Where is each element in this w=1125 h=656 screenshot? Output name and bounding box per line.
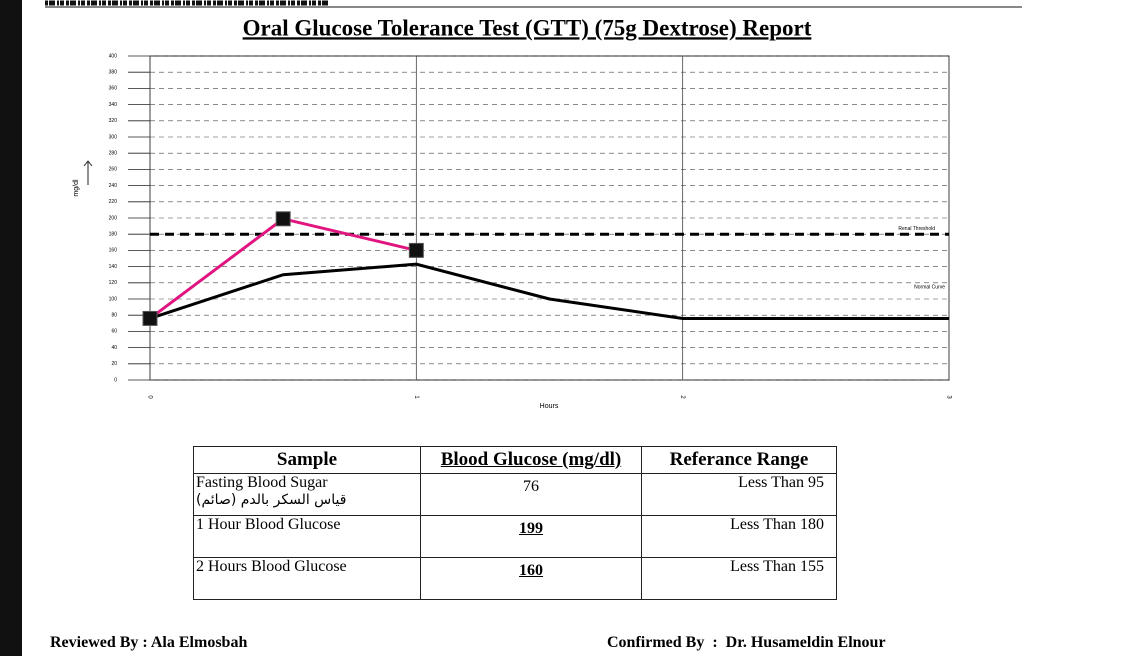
x-tick-label: 0: [146, 395, 152, 399]
reviewed-by: Reviewed By : Ala Elmosbah: [50, 634, 248, 651]
report-title: Oral Glucose Tolerance Test (GTT) (75g D…: [243, 15, 812, 40]
value-cell: 76: [420, 473, 642, 516]
confirmed-by: Confirmed By : Dr. Husameldin Elnour: [607, 634, 886, 651]
range-cell: Less Than 95: [641, 473, 837, 516]
y-tick-label: 340: [109, 102, 118, 108]
y-tick-label: 20: [111, 361, 117, 367]
y-tick-label: 220: [109, 199, 118, 205]
y-tick-label: 100: [109, 296, 118, 302]
data-marker: [275, 211, 291, 227]
results-table: Sample Blood Glucose (mg/dl) Referance R…: [193, 446, 837, 600]
y-tick-label: 60: [111, 329, 117, 335]
sample-cell: 1 Hour Blood Glucose: [193, 515, 421, 558]
y-tick-label: 360: [109, 86, 118, 92]
header-text: Referance Range: [669, 449, 809, 470]
glucose-value: 76: [523, 478, 539, 495]
header-cell: Sample: [193, 446, 421, 474]
y-tick-label: 200: [109, 215, 118, 221]
data-marker: [408, 242, 424, 258]
value-cell: 160: [420, 557, 642, 600]
header-cell: Referance Range: [641, 446, 837, 474]
sample-name: Fasting Blood Sugar: [196, 474, 328, 491]
y-tick-label: 0: [114, 377, 117, 383]
y-tick-label: 380: [109, 70, 118, 76]
y-tick-label: 280: [109, 151, 118, 157]
y-tick-label: 160: [109, 248, 118, 254]
sample-cell: 2 Hours Blood Glucose: [193, 557, 421, 600]
y-tick-label: 120: [109, 280, 118, 286]
sample-name: 2 Hours Blood Glucose: [196, 558, 347, 575]
series-line: [149, 262, 949, 320]
y-tick-label: 80: [111, 313, 117, 319]
y-tick-label: 40: [111, 345, 117, 351]
range-cell: Less Than 180: [641, 515, 837, 558]
threshold-label: Renal Threshold: [898, 226, 935, 232]
header-text: Sample: [276, 449, 338, 470]
header-text: Blood Glucose (mg/dl): [440, 449, 622, 470]
glucose-value: 160: [519, 562, 543, 579]
series-label: Normal Curve: [914, 284, 945, 290]
x-tick-label: 1: [413, 395, 419, 399]
sample-cell: Fasting Blood Sugar قياس السكر بالدم (صائ…: [193, 473, 421, 516]
sample-name-arabic: قياس السكر بالدم (صائم): [196, 492, 347, 508]
reference-range: Less Than 180: [730, 516, 824, 533]
table-header: Sample Blood Glucose (mg/dl) Referance R…: [193, 446, 837, 474]
sample-name: 1 Hour Blood Glucose: [196, 516, 341, 533]
y-tick-label: 140: [109, 264, 118, 270]
y-axis-label: mg/dl: [73, 179, 80, 197]
x-axis-label: Hours: [540, 403, 559, 410]
y-tick-label: 240: [109, 183, 118, 189]
axis-arrow: [83, 160, 93, 185]
header-cell: Blood Glucose (mg/dl): [420, 446, 642, 474]
x-tick-label: 2: [679, 395, 685, 399]
y-tick-label: 400: [109, 53, 118, 59]
table-row: Fasting Blood Sugar قياس السكر بالدم (صائ…: [193, 473, 837, 516]
reference-range: Less Than 155: [730, 558, 824, 575]
table-row: 1 Hour Blood Glucose 199 Less Than 180: [193, 515, 837, 558]
y-tick-label: 300: [109, 134, 118, 140]
data-marker: [142, 310, 158, 326]
y-tick-label: 180: [109, 232, 118, 238]
x-tick-label: 3: [945, 395, 951, 399]
range-cell: Less Than 155: [641, 557, 837, 600]
glucose-value: 199: [519, 520, 543, 537]
left-strip: [0, 0, 22, 656]
value-cell: 199: [420, 515, 642, 558]
reference-range: Less Than 95: [738, 474, 824, 491]
y-tick-label: 260: [109, 167, 118, 173]
y-tick-label: 320: [109, 118, 118, 124]
table-row: 2 Hours Blood Glucose 160 Less Than 155: [193, 557, 837, 600]
